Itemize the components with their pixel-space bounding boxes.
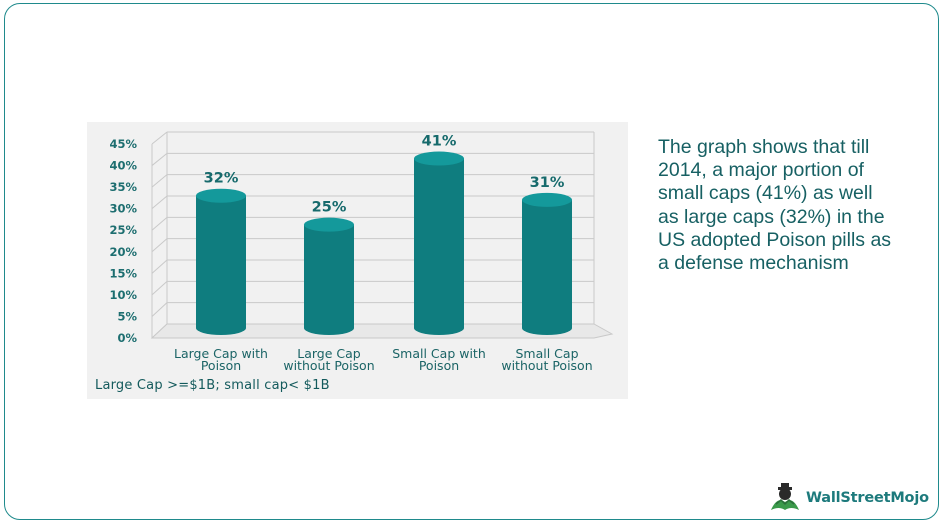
data-label: 25% <box>312 200 347 216</box>
y-tick-label: 35% <box>109 180 137 194</box>
gridline-side <box>151 238 168 253</box>
y-tick-label: 10% <box>109 288 137 302</box>
gridline-side <box>151 195 168 210</box>
wallstreetmojo-logo-icon <box>771 483 799 510</box>
gridline-side <box>151 280 168 296</box>
y-tick-label: 40% <box>109 159 137 173</box>
gridline-side <box>151 302 168 317</box>
bar <box>414 158 464 335</box>
brand-logo: WallStreetMojo <box>767 480 929 516</box>
x-category-label: Small Cap with Poison <box>392 346 486 373</box>
brand-name: WallStreetMojo <box>806 490 929 506</box>
bar <box>304 224 354 335</box>
chart-description: The graph shows that till 2014, a major … <box>658 136 892 275</box>
bar-top <box>522 192 572 207</box>
data-label: 41% <box>422 134 457 150</box>
x-category-label: Small Cap without Poison <box>501 346 592 373</box>
data-label: 31% <box>530 175 565 191</box>
bar-top <box>304 217 354 232</box>
gridline-side <box>151 152 168 166</box>
x-category-label: Large Cap with Poison <box>174 346 268 373</box>
gridline-side <box>151 174 168 188</box>
chart-panel: 0% 5% 10% 15% 20% 25% 30% 35% 40% 45% 32% 25% 41% 31%… <box>87 122 628 399</box>
y-tick-label: 45% <box>109 137 137 151</box>
bar-chart: 0% 5% 10% 15% 20% 25% 30% 35% 40% 45% 32% 25% 41% 31%… <box>109 131 614 373</box>
chart-footnote: Large Cap >=$1B; small cap< $1B <box>95 378 330 393</box>
bar <box>522 199 572 335</box>
data-label: 32% <box>204 171 239 187</box>
x-category-label: Large Cap without Poison <box>283 346 374 373</box>
gridline-side <box>151 131 168 145</box>
y-tick-label: 15% <box>109 266 137 280</box>
chart-floor <box>150 323 614 339</box>
bar-top <box>196 188 246 203</box>
gridline-side <box>151 259 168 274</box>
y-tick-label: 20% <box>109 245 137 259</box>
y-tick-label: 5% <box>117 309 137 323</box>
bar <box>196 195 246 335</box>
y-tick-label: 30% <box>109 202 137 216</box>
y-tick-label: 0% <box>117 331 137 345</box>
gridline-side <box>151 216 168 231</box>
bar-top <box>414 151 464 166</box>
y-tick-label: 25% <box>109 223 137 237</box>
